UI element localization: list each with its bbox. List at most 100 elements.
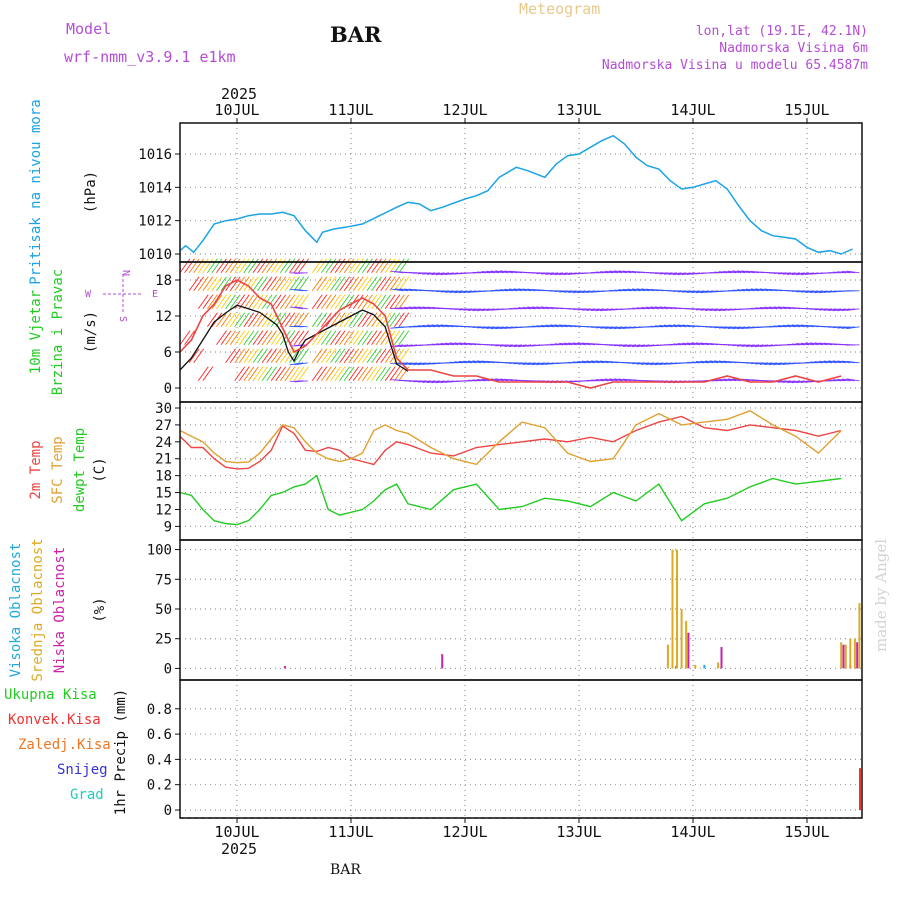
wind-arrow [293,258,305,274]
wind-arrow [618,378,632,382]
wind-arrow [197,366,209,382]
wind-arrow [828,360,842,364]
wind-arrow [320,294,332,310]
wind-arrow [422,272,436,275]
wind-arrow [436,290,450,293]
wind-arrow [225,294,236,310]
wind-arrow [768,362,782,366]
wind-arrow [686,290,700,294]
wind-arrow [467,360,482,364]
wind-arrow [394,288,409,292]
wind-arrow [486,326,500,330]
wind-arrow [595,360,609,364]
wind-arrow [659,324,673,328]
wind-arrow [266,366,278,382]
wind-arrow [828,379,842,382]
wind-arrow [362,330,373,346]
x-tick-label-bottom: 14JUL [670,823,715,841]
wind-arrow [197,258,209,274]
wind-arrow [325,330,337,346]
wind-arrow [750,344,764,348]
wind-arrow [357,366,369,382]
wind-arrow [604,378,618,382]
wind-arrow [266,312,278,328]
model-name: wrf-nmm_v3.9.1 e1km [64,48,236,66]
wind-arrow [275,312,287,328]
wind-arrow [284,366,296,382]
wind-arrow [408,306,422,310]
footer-station: BAR [330,862,361,878]
wind-arrow [348,276,360,292]
cloud-ylabel: Srednja Oblacnost [30,538,46,681]
wind-arrow [600,308,614,312]
wind-arrow [691,361,705,364]
wind-arrow [777,306,792,310]
wind-arrow [600,378,614,382]
wind-arrow [809,361,823,364]
wind-arrow [248,258,259,274]
wind-arrow [284,258,296,274]
wind-arrow [289,312,300,328]
wind-arrow [366,294,378,310]
wind-arrow [257,330,268,346]
wind-arrow [398,348,410,364]
wind-arrow [554,272,568,276]
wind-arrow [531,362,545,366]
wind-arrow [311,312,323,328]
wind-arrow [221,349,231,363]
wind-arrow [311,348,323,364]
wind-arrow [481,326,495,329]
wind-arrow [846,360,860,364]
wind-arrow [216,312,227,328]
wind-arrow [320,366,332,382]
wind-arrow [846,378,860,382]
wind-arrow [238,312,250,328]
wind-arrow [454,342,468,346]
wind-arrow [632,362,646,365]
wind-arrow [787,380,801,384]
wind-arrow [654,306,668,310]
wind-arrow [390,344,404,348]
wind-arrow [371,258,382,274]
wind-arrow [212,367,222,381]
wind-arrow [325,294,337,310]
wind-arrow [325,258,337,274]
wind-arrow [627,344,641,348]
wind-arrow [773,362,787,366]
y-tick-label: 25 [155,632,172,648]
wind-arrow [311,330,323,346]
wind-arrow [343,348,355,364]
wind-arrow [435,380,450,384]
wind-arrow [846,308,860,311]
wind-arrow [518,288,532,292]
wind-arrow [613,378,627,382]
wind-arrow [536,362,550,366]
wind-arrow [294,306,308,310]
wind-arrow [257,258,268,274]
wind-arrow [549,324,564,328]
wind-arrow [238,366,250,382]
wind-arrow [682,342,696,346]
wind-arrow [248,348,259,364]
dewpt-temp-line [179,474,842,526]
wind-arrow [481,271,495,274]
wind-arrow [343,366,355,382]
wind-arrow [422,324,436,328]
wind-arrow [718,271,732,274]
wind-arrow [257,366,268,382]
wind-arrow [252,348,264,364]
wind-arrow [413,362,427,366]
x-tick-label-top: 15JUL [784,101,829,119]
wind-arrow [659,362,673,366]
wind-arrow [229,294,241,310]
wind-arrow [627,288,641,292]
panel-frame [179,679,863,819]
wind-arrow [371,366,382,382]
y-tick-label: 9 [164,519,172,535]
wind-arrow [243,330,255,346]
wind-arrow [352,294,364,310]
cloud-bar [853,638,856,669]
wind-arrow [180,313,190,327]
wind-arrow [431,272,445,276]
wind-arrow [339,330,350,346]
